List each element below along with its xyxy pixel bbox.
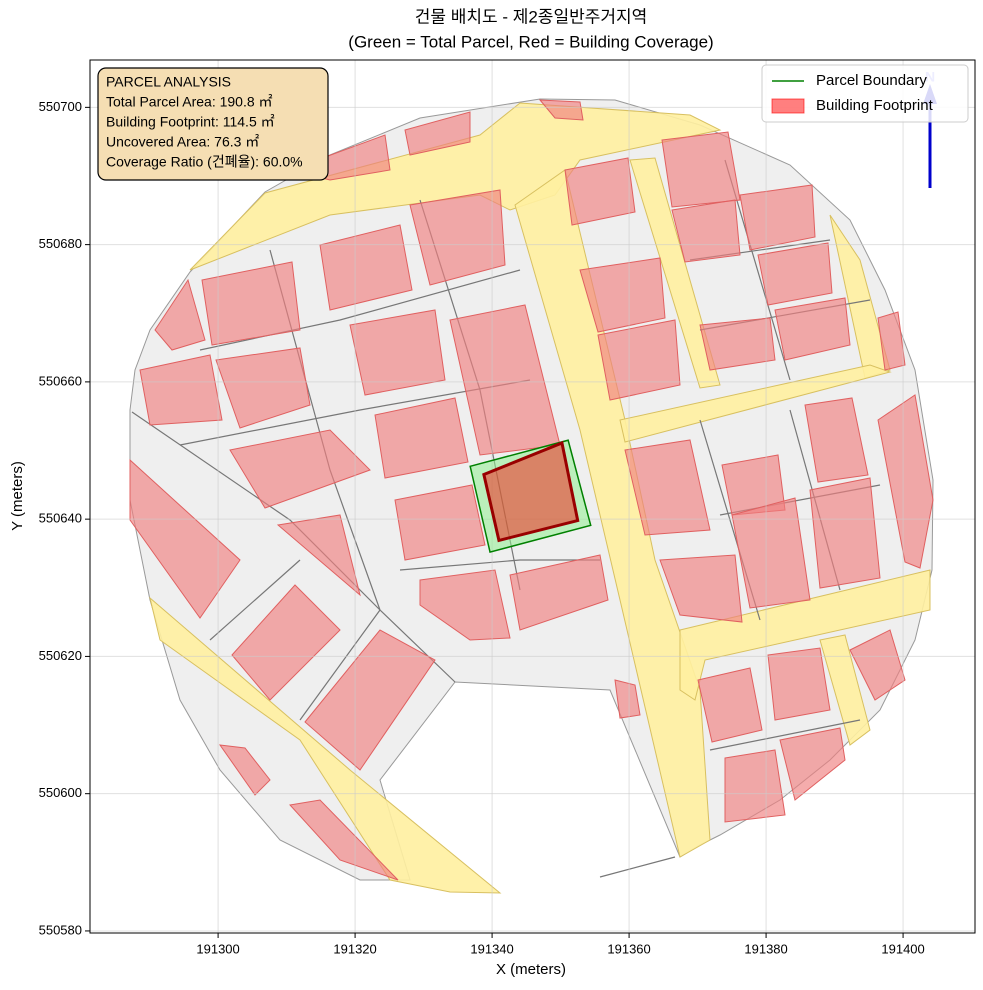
legend-box (761, 64, 969, 123)
legend-swatch (771, 98, 805, 114)
roads (149, 102, 931, 894)
x-tick-label: 191320 (333, 941, 376, 956)
annotation-line: PARCEL ANALYSIS (106, 74, 231, 90)
y-tick-label: 550600 (39, 785, 82, 800)
x-tick-label: 191360 (607, 941, 650, 956)
x-tick-label: 191400 (881, 941, 924, 956)
y-tick-label: 550700 (39, 99, 82, 114)
annotation-line: Coverage Ratio (건폐율): 60.0% (106, 154, 303, 170)
buildings (129, 99, 934, 881)
y-tick-label: 550660 (39, 373, 82, 388)
x-axis-label: X (meters) (496, 961, 566, 978)
y-tick-label: 550640 (39, 511, 82, 526)
annotation-line: Total Parcel Area: 190.8 ㎡ (106, 94, 273, 110)
chart-subtitle: (Green = Total Parcel, Red = Building Co… (348, 32, 713, 51)
annotation-line: Building Footprint: 114.5 ㎡ (106, 114, 275, 130)
building-footprint (482, 440, 580, 543)
y-tick-label: 550580 (39, 922, 82, 937)
plot-frame (89, 59, 976, 934)
annotation-line: Uncovered Area: 76.3 ㎡ (106, 134, 259, 150)
x-tick-label: 191340 (470, 941, 513, 956)
x-tick-label: 191380 (744, 941, 787, 956)
chart-title: 건물 배치도 - 제2종일반주거지역 (415, 7, 648, 26)
legend-label: Building Footprint (816, 97, 934, 114)
legend-label: Parcel Boundary (816, 72, 927, 89)
base-map (129, 98, 934, 894)
y-tick-label: 550680 (39, 236, 82, 251)
annotation-box (97, 67, 329, 181)
x-tick-label: 191300 (196, 941, 239, 956)
y-tick-label: 550620 (39, 648, 82, 663)
y-axis-label: Y (meters) (9, 461, 26, 531)
